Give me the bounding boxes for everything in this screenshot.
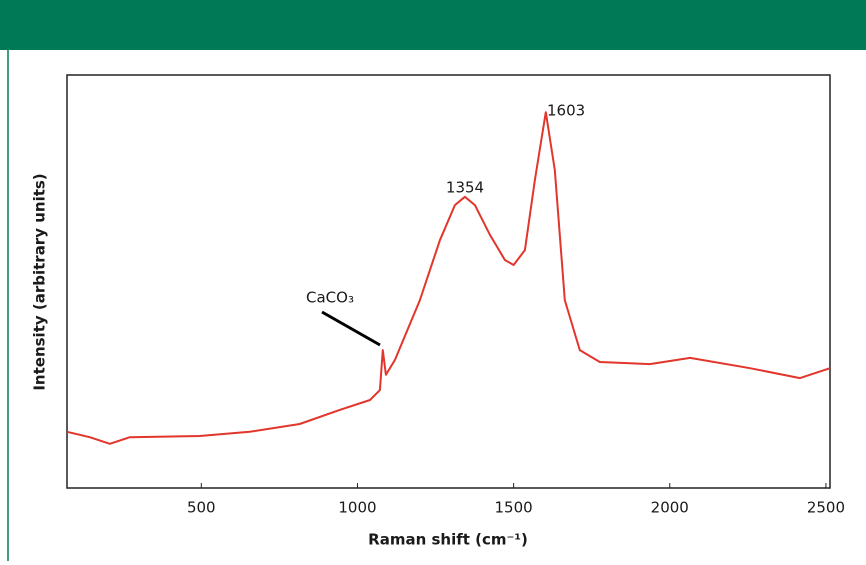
x-axis-title: Raman shift (cm⁻¹) [368,531,528,549]
plot-frame [66,74,831,489]
header-bar [0,0,866,50]
y-axis-title: Intensity (arbitrary units) [31,173,49,390]
x-tick-label: 1000 [338,499,376,517]
x-tick-label: 2000 [651,499,689,517]
annotation: 1603 [547,102,585,120]
x-tick-label: 500 [187,499,216,517]
spectrum-line [66,111,831,445]
annotation: 1354 [446,179,484,197]
x-tick-label: 1500 [495,499,533,517]
annotation: CaCO₃ [306,289,354,307]
annotation-pointer [321,310,381,347]
x-tick-label: 2500 [807,499,845,517]
